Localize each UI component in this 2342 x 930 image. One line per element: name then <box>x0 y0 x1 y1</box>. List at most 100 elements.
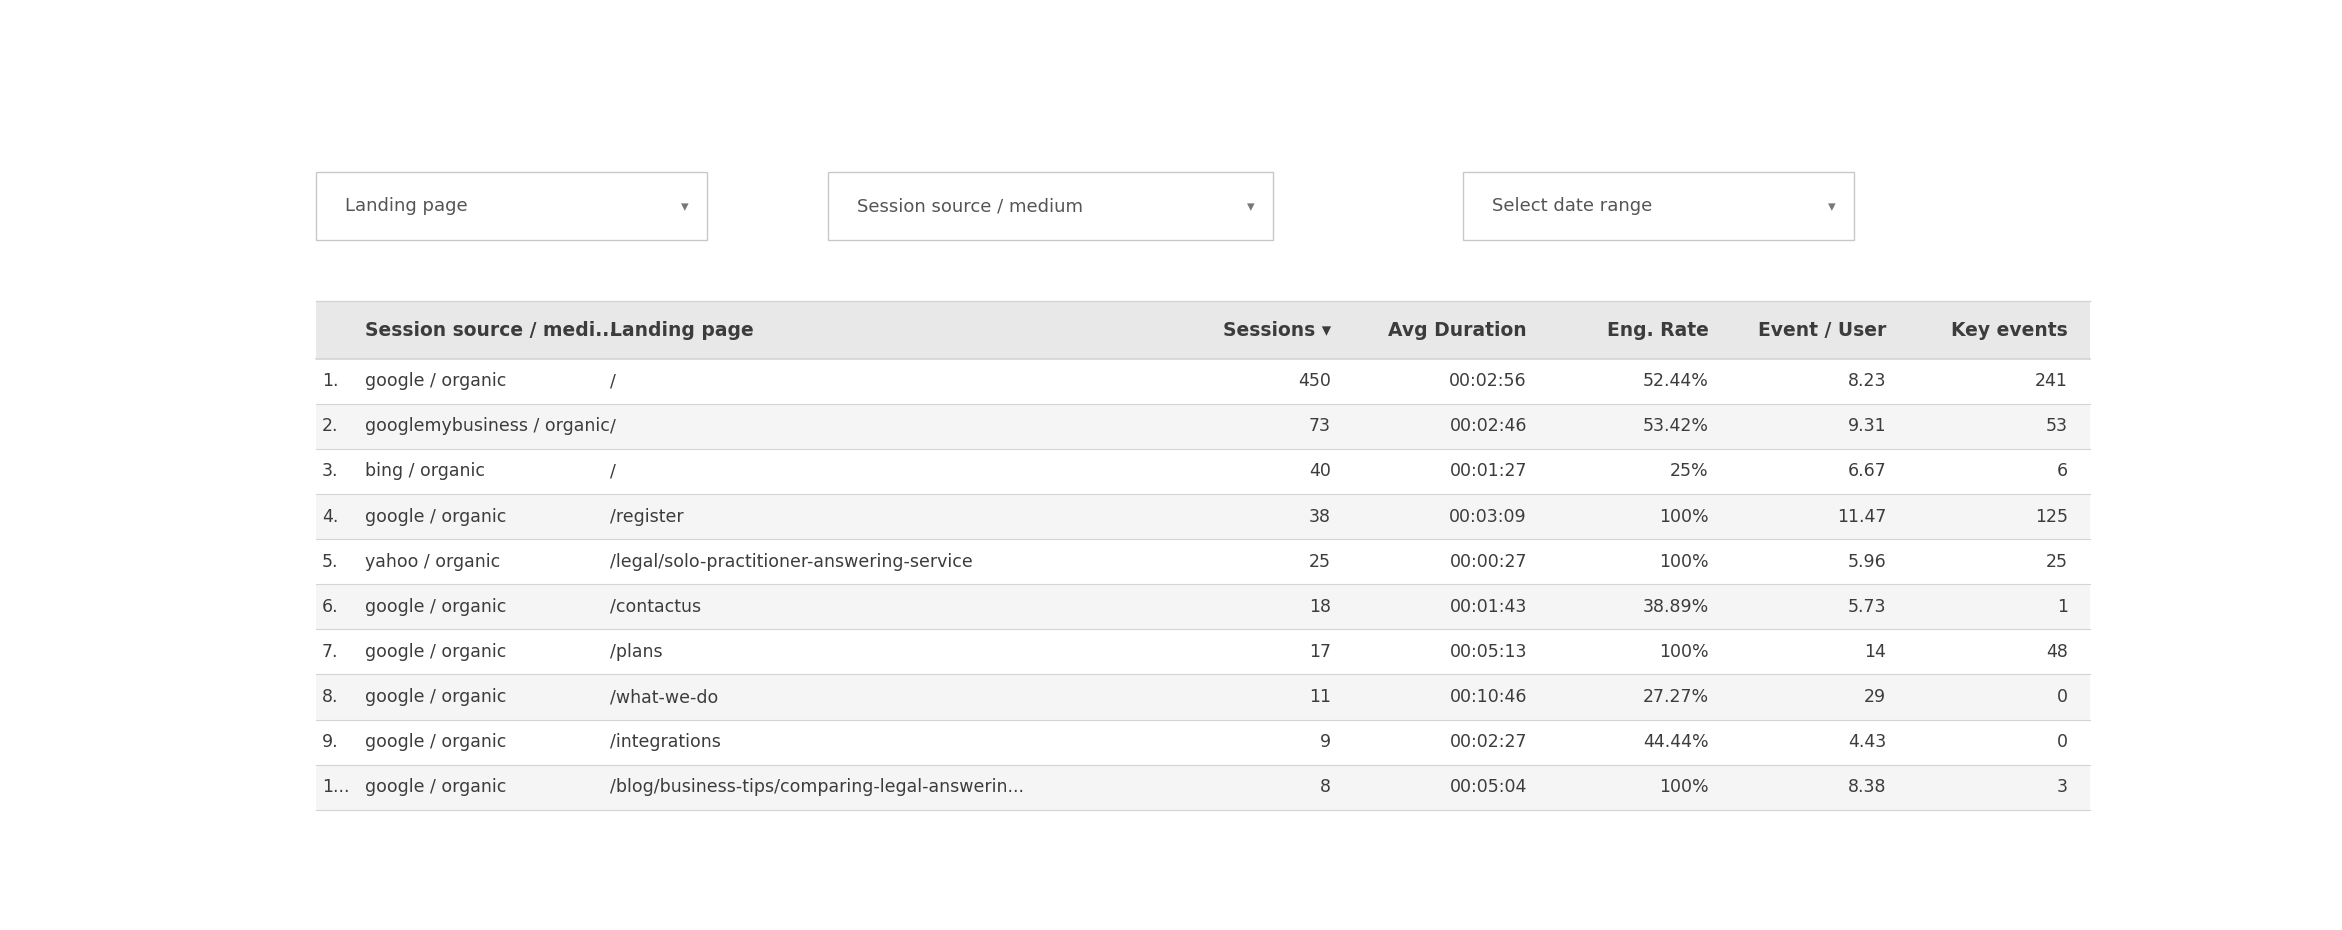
Text: ▾: ▾ <box>1246 199 1255 214</box>
Bar <box>316 584 2089 630</box>
Text: 00:00:27: 00:00:27 <box>1450 552 1527 571</box>
Text: google / organic: google / organic <box>365 372 506 391</box>
Text: 29: 29 <box>1864 688 1885 706</box>
Text: /: / <box>611 462 616 481</box>
Text: 8.38: 8.38 <box>1848 778 1885 796</box>
Bar <box>316 301 2089 359</box>
Text: 0: 0 <box>2056 733 2068 751</box>
FancyBboxPatch shape <box>1464 172 1855 241</box>
Text: 4.43: 4.43 <box>1848 733 1885 751</box>
Text: ▾: ▾ <box>682 199 689 214</box>
Bar <box>316 359 2089 404</box>
FancyBboxPatch shape <box>316 172 707 241</box>
Text: 11.47: 11.47 <box>1836 508 1885 525</box>
Text: Eng. Rate: Eng. Rate <box>1607 321 1710 339</box>
Text: 00:10:46: 00:10:46 <box>1450 688 1527 706</box>
Bar <box>316 674 2089 720</box>
Text: 00:03:09: 00:03:09 <box>1450 508 1527 525</box>
Text: 27.27%: 27.27% <box>1642 688 1710 706</box>
Text: 6.67: 6.67 <box>1848 462 1885 481</box>
Text: 53.42%: 53.42% <box>1642 418 1710 435</box>
Text: Key events: Key events <box>1951 321 2068 339</box>
Bar <box>316 630 2089 674</box>
Text: /register: /register <box>611 508 684 525</box>
Bar <box>316 720 2089 764</box>
Text: 6: 6 <box>2056 462 2068 481</box>
Text: 1...: 1... <box>321 778 349 796</box>
Text: /what-we-do: /what-we-do <box>611 688 719 706</box>
Text: 40: 40 <box>1309 462 1330 481</box>
Text: 25: 25 <box>1309 552 1330 571</box>
Text: 8: 8 <box>1321 778 1330 796</box>
Text: Session source / medi...: Session source / medi... <box>365 321 616 339</box>
Text: 1.: 1. <box>321 372 337 391</box>
Text: 5.: 5. <box>321 552 337 571</box>
Text: /plans: /plans <box>611 643 663 661</box>
Text: /integrations: /integrations <box>611 733 721 751</box>
Text: 5.96: 5.96 <box>1848 552 1885 571</box>
Text: 8.23: 8.23 <box>1848 372 1885 391</box>
Text: 9.31: 9.31 <box>1848 418 1885 435</box>
Text: 100%: 100% <box>1658 643 1710 661</box>
FancyBboxPatch shape <box>829 172 1274 241</box>
Text: 25%: 25% <box>1670 462 1710 481</box>
Text: 73: 73 <box>1309 418 1330 435</box>
Text: /: / <box>611 372 616 391</box>
Text: 53: 53 <box>2047 418 2068 435</box>
Text: 1: 1 <box>2056 598 2068 616</box>
Bar <box>316 404 2089 449</box>
Text: 00:01:43: 00:01:43 <box>1450 598 1527 616</box>
Text: google / organic: google / organic <box>365 688 506 706</box>
Bar <box>316 494 2089 539</box>
Text: 6.: 6. <box>321 598 337 616</box>
Text: bing / organic: bing / organic <box>365 462 485 481</box>
Text: google / organic: google / organic <box>365 598 506 616</box>
Text: 14: 14 <box>1864 643 1885 661</box>
Text: 100%: 100% <box>1658 508 1710 525</box>
Text: /legal/solo-practitioner-answering-service: /legal/solo-practitioner-answering-servi… <box>611 552 974 571</box>
Text: 18: 18 <box>1309 598 1330 616</box>
Text: 9: 9 <box>1321 733 1330 751</box>
Text: 00:02:46: 00:02:46 <box>1450 418 1527 435</box>
Text: 7.: 7. <box>321 643 337 661</box>
Text: 100%: 100% <box>1658 778 1710 796</box>
Text: 00:05:13: 00:05:13 <box>1450 643 1527 661</box>
Text: 38: 38 <box>1309 508 1330 525</box>
Text: 00:01:27: 00:01:27 <box>1450 462 1527 481</box>
Text: 2.: 2. <box>321 418 337 435</box>
Text: yahoo / organic: yahoo / organic <box>365 552 501 571</box>
Text: 3.: 3. <box>321 462 337 481</box>
Text: 48: 48 <box>2047 643 2068 661</box>
Text: 100%: 100% <box>1658 552 1710 571</box>
Text: Avg Duration: Avg Duration <box>1389 321 1527 339</box>
Text: /blog/business-tips/comparing-legal-answerin...: /blog/business-tips/comparing-legal-answ… <box>611 778 1023 796</box>
Text: 25: 25 <box>2047 552 2068 571</box>
Bar <box>316 539 2089 584</box>
Text: 5.73: 5.73 <box>1848 598 1885 616</box>
Text: 9.: 9. <box>321 733 337 751</box>
Text: 4.: 4. <box>321 508 337 525</box>
Text: 11: 11 <box>1309 688 1330 706</box>
Text: 8.: 8. <box>321 688 337 706</box>
Text: 44.44%: 44.44% <box>1642 733 1710 751</box>
Text: 00:05:04: 00:05:04 <box>1450 778 1527 796</box>
Text: 450: 450 <box>1297 372 1330 391</box>
Text: googlemybusiness / organic: googlemybusiness / organic <box>365 418 611 435</box>
Text: Select date range: Select date range <box>1492 197 1653 216</box>
Text: google / organic: google / organic <box>365 643 506 661</box>
Bar <box>316 449 2089 494</box>
Text: 3: 3 <box>2056 778 2068 796</box>
Text: Landing page: Landing page <box>611 321 754 339</box>
Text: ▾: ▾ <box>1827 199 1836 214</box>
Text: google / organic: google / organic <box>365 508 506 525</box>
Text: Sessions ▾: Sessions ▾ <box>1223 321 1330 339</box>
Text: Session source / medium: Session source / medium <box>857 197 1084 216</box>
Text: 00:02:56: 00:02:56 <box>1450 372 1527 391</box>
Text: 38.89%: 38.89% <box>1642 598 1710 616</box>
Text: Landing page: Landing page <box>344 197 468 216</box>
Text: 00:02:27: 00:02:27 <box>1450 733 1527 751</box>
Text: 17: 17 <box>1309 643 1330 661</box>
Text: 241: 241 <box>2035 372 2068 391</box>
Text: 0: 0 <box>2056 688 2068 706</box>
Text: /: / <box>611 418 616 435</box>
